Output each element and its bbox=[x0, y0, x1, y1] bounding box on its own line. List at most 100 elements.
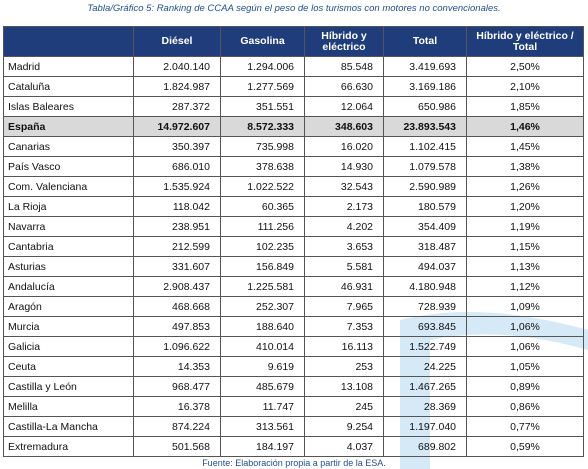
value-cell: 85.548 bbox=[304, 56, 384, 77]
table-row: País Vasco 686.010 378.638 14.930 1.079.578 1… bbox=[3, 156, 584, 177]
table-row: España 14.972.607 8.572.333 348.603 23.893.5… bbox=[3, 116, 584, 137]
value-cell: 0,89% bbox=[466, 376, 584, 397]
value-cell: 1.522.749 bbox=[383, 336, 467, 357]
value-cell: 14.930 bbox=[304, 156, 384, 177]
value-cell: 2.908.437 bbox=[133, 276, 221, 297]
value-cell: 1.022.522 bbox=[220, 176, 305, 197]
table-row: Islas Baleares 287.372 351.551 12.064 650.98… bbox=[3, 96, 584, 117]
value-cell: 11.747 bbox=[220, 396, 305, 417]
region-cell: Extremadura bbox=[3, 436, 134, 457]
header-cell: Total bbox=[383, 26, 467, 57]
region-cell: Aragón bbox=[3, 296, 134, 317]
region-cell: Andalucía bbox=[3, 276, 134, 297]
value-cell: 66.630 bbox=[304, 76, 384, 97]
region-cell: Galicia bbox=[3, 336, 134, 357]
value-cell: 0,86% bbox=[466, 396, 584, 417]
value-cell: 686.010 bbox=[133, 156, 221, 177]
header-cell: Gasolina bbox=[220, 26, 305, 57]
value-cell: 28.369 bbox=[383, 396, 467, 417]
region-cell: Islas Baleares bbox=[3, 96, 134, 117]
table-row: Madrid 2.040.140 1.294.006 85.548 3.419.693 2… bbox=[3, 56, 584, 77]
value-cell: 350.397 bbox=[133, 136, 221, 157]
value-cell: 32.543 bbox=[304, 176, 384, 197]
value-cell: 1,26% bbox=[466, 176, 584, 197]
region-cell: La Rioja bbox=[3, 196, 134, 217]
header-cell: Híbrido y eléctrico / Total bbox=[466, 26, 584, 57]
value-cell: 468.668 bbox=[133, 296, 221, 317]
value-cell: 23.893.543 bbox=[383, 116, 467, 137]
value-cell: 1,15% bbox=[466, 236, 584, 257]
value-cell: 7.353 bbox=[304, 316, 384, 337]
table-row: Melilla 16.378 11.747 245 28.369 0,86% bbox=[3, 396, 584, 417]
region-cell: Canarias bbox=[3, 136, 134, 157]
table-row: Andalucía 2.908.437 1.225.581 46.931 4.180.9… bbox=[3, 276, 584, 297]
value-cell: 1.294.006 bbox=[220, 56, 305, 77]
value-cell: 351.551 bbox=[220, 96, 305, 117]
value-cell: 2,50% bbox=[466, 56, 584, 77]
value-cell: 650.986 bbox=[383, 96, 467, 117]
region-cell: País Vasco bbox=[3, 156, 134, 177]
value-cell: 1.225.581 bbox=[220, 276, 305, 297]
value-cell: 5.581 bbox=[304, 256, 384, 277]
value-cell: 238.951 bbox=[133, 216, 221, 237]
table-row: Com. Valenciana 1.535.924 1.022.522 32.543 2… bbox=[3, 176, 584, 197]
value-cell: 0,59% bbox=[466, 436, 584, 457]
value-cell: 689.802 bbox=[383, 436, 467, 457]
value-cell: 14.972.607 bbox=[133, 116, 221, 137]
region-cell: Com. Valenciana bbox=[3, 176, 134, 197]
header-cell: Diésel bbox=[133, 26, 221, 57]
table-row: Cantabria 212.599 102.235 3.653 318.487 1,15% bbox=[3, 236, 584, 257]
header-cell bbox=[3, 26, 134, 57]
value-cell: 16.113 bbox=[304, 336, 384, 357]
value-cell: 0,77% bbox=[466, 416, 584, 437]
region-cell: Navarra bbox=[3, 216, 134, 237]
table-body: Madrid 2.040.140 1.294.006 85.548 3.419.693 2… bbox=[3, 56, 584, 457]
region-cell: Castilla-La Mancha bbox=[3, 416, 134, 437]
value-cell: 9.254 bbox=[304, 416, 384, 437]
value-cell: 46.931 bbox=[304, 276, 384, 297]
value-cell: 1.277.569 bbox=[220, 76, 305, 97]
value-cell: 4.180.948 bbox=[383, 276, 467, 297]
value-cell: 3.419.693 bbox=[383, 56, 467, 77]
value-cell: 184.197 bbox=[220, 436, 305, 457]
value-cell: 252.307 bbox=[220, 296, 305, 317]
value-cell: 1,06% bbox=[466, 336, 584, 357]
table-row: Castilla-La Mancha 874.224 313.561 9.254 1.1… bbox=[3, 416, 584, 437]
table-row: Galicia 1.096.622 410.014 16.113 1.522.749 1,… bbox=[3, 336, 584, 357]
value-cell: 501.568 bbox=[133, 436, 221, 457]
value-cell: 1,20% bbox=[466, 196, 584, 217]
value-cell: 2,10% bbox=[466, 76, 584, 97]
value-cell: 1.079.578 bbox=[383, 156, 467, 177]
value-cell: 313.561 bbox=[220, 416, 305, 437]
value-cell: 60.365 bbox=[220, 196, 305, 217]
value-cell: 1.096.622 bbox=[133, 336, 221, 357]
value-cell: 1.535.924 bbox=[133, 176, 221, 197]
table-row: Extremadura 501.568 184.197 4.037 689.802 0,5… bbox=[3, 436, 584, 457]
region-cell: Castilla y León bbox=[3, 376, 134, 397]
caption: Tabla/Gráfico 5: Ranking de CCAA según e… bbox=[87, 3, 501, 14]
table-row: Aragón 468.668 252.307 7.965 728.939 1,09% bbox=[3, 296, 584, 317]
value-cell: 3.653 bbox=[304, 236, 384, 257]
data-table: Diésel Gasolina Híbrido y eléctrico Total Hí… bbox=[3, 26, 584, 457]
region-cell: Melilla bbox=[3, 396, 134, 417]
source-note: Fuente: Elaboración propia a partir de l… bbox=[202, 458, 386, 468]
value-cell: 1,85% bbox=[466, 96, 584, 117]
value-cell: 378.638 bbox=[220, 156, 305, 177]
value-cell: 1,09% bbox=[466, 296, 584, 317]
value-cell: 2.040.140 bbox=[133, 56, 221, 77]
value-cell: 13.108 bbox=[304, 376, 384, 397]
value-cell: 16.378 bbox=[133, 396, 221, 417]
value-cell: 693.845 bbox=[383, 316, 467, 337]
header-cell: Híbrido y eléctrico bbox=[304, 26, 384, 57]
value-cell: 212.599 bbox=[133, 236, 221, 257]
value-cell: 1.467.265 bbox=[383, 376, 467, 397]
value-cell: 485.679 bbox=[220, 376, 305, 397]
region-cell: Cataluña bbox=[3, 76, 134, 97]
value-cell: 318.487 bbox=[383, 236, 467, 257]
region-cell: Asturias bbox=[3, 256, 134, 277]
value-cell: 1.824.987 bbox=[133, 76, 221, 97]
value-cell: 180.579 bbox=[383, 196, 467, 217]
value-cell: 1,45% bbox=[466, 136, 584, 157]
value-cell: 14.353 bbox=[133, 356, 221, 377]
